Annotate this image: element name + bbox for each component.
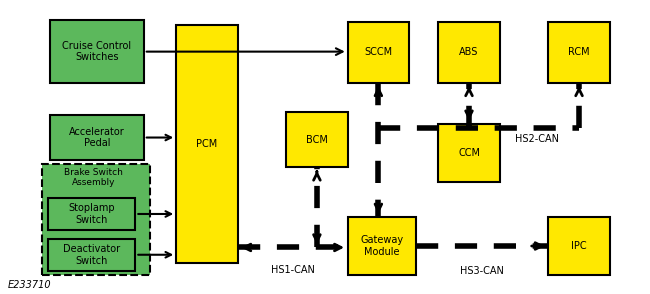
Text: Accelerator
Pedal: Accelerator Pedal xyxy=(69,127,125,148)
Text: Deactivator
Switch: Deactivator Switch xyxy=(63,244,120,265)
Text: RCM: RCM xyxy=(568,47,590,57)
Text: SCCM: SCCM xyxy=(365,47,393,57)
Text: HS1-CAN: HS1-CAN xyxy=(270,265,315,275)
FancyBboxPatch shape xyxy=(549,217,610,275)
Text: Stoplamp
Switch: Stoplamp Switch xyxy=(68,203,115,225)
Text: HS3-CAN: HS3-CAN xyxy=(460,266,504,276)
Text: E233710: E233710 xyxy=(8,280,51,290)
FancyBboxPatch shape xyxy=(549,22,610,83)
Text: Brake Switch
Assembly: Brake Switch Assembly xyxy=(64,168,123,187)
FancyBboxPatch shape xyxy=(48,239,135,271)
FancyBboxPatch shape xyxy=(50,20,144,83)
FancyBboxPatch shape xyxy=(48,198,135,230)
Text: PCM: PCM xyxy=(196,139,218,149)
Text: ABS: ABS xyxy=(460,47,478,57)
Text: Cruise Control
Switches: Cruise Control Switches xyxy=(62,41,131,62)
FancyBboxPatch shape xyxy=(50,115,144,160)
FancyBboxPatch shape xyxy=(348,22,409,83)
Text: IPC: IPC xyxy=(571,241,587,251)
FancyBboxPatch shape xyxy=(176,25,238,263)
FancyBboxPatch shape xyxy=(286,112,348,167)
FancyBboxPatch shape xyxy=(438,22,500,83)
Text: Gateway
Module: Gateway Module xyxy=(360,235,403,257)
FancyBboxPatch shape xyxy=(438,124,500,182)
FancyBboxPatch shape xyxy=(348,217,415,275)
FancyBboxPatch shape xyxy=(42,164,150,275)
Text: BCM: BCM xyxy=(306,135,328,145)
Text: HS2-CAN: HS2-CAN xyxy=(515,134,559,144)
Text: CCM: CCM xyxy=(458,148,480,158)
